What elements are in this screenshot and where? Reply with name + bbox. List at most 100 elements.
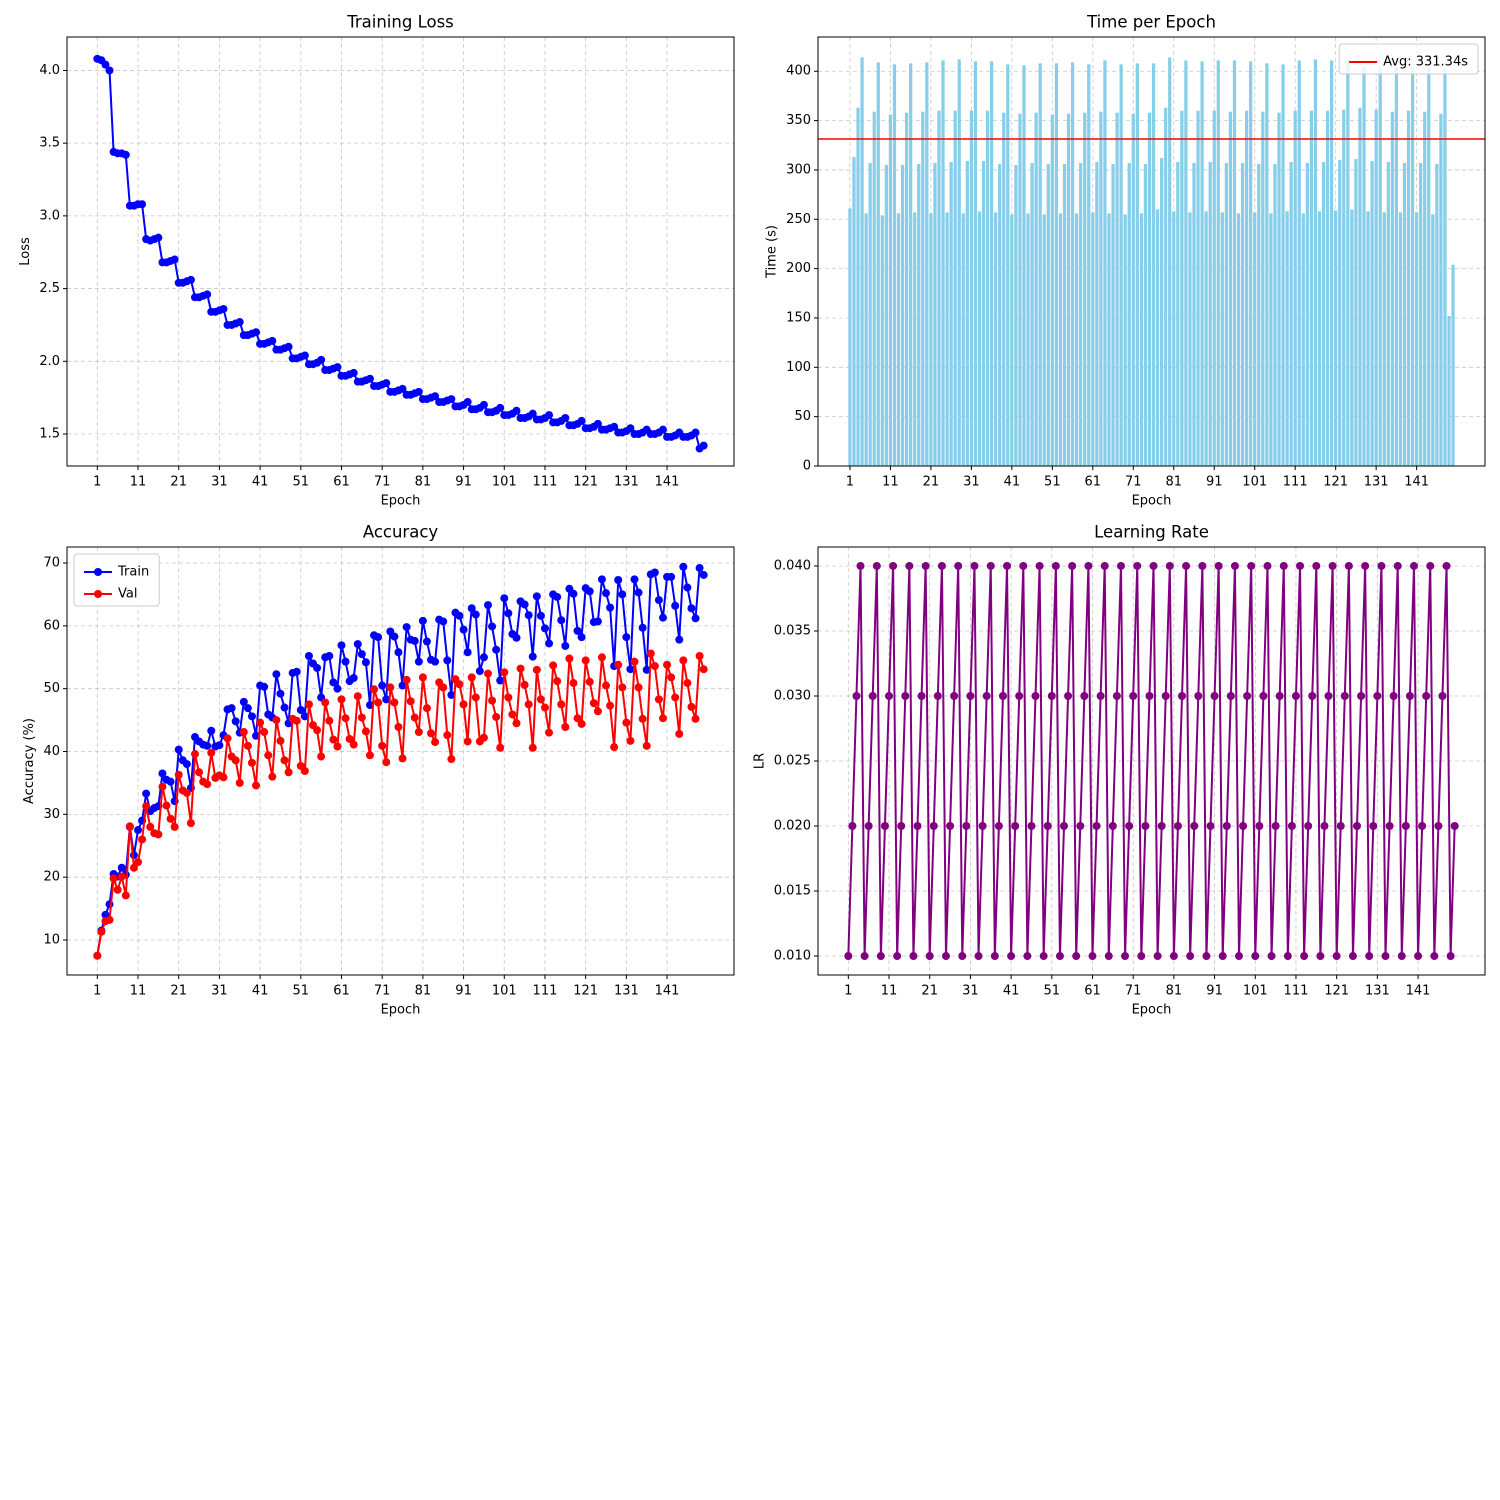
x-tick-label: 121 (573, 984, 598, 999)
bar (1334, 210, 1338, 466)
bar (1354, 159, 1358, 466)
marker (638, 714, 647, 723)
marker (1011, 822, 1020, 831)
marker (889, 561, 898, 570)
bar (961, 213, 965, 466)
bar (1026, 213, 1030, 466)
marker (520, 680, 529, 689)
legend-label: Train (117, 565, 149, 580)
y-tick-label: 0.010 (774, 949, 811, 964)
marker (463, 737, 472, 746)
bar (1107, 213, 1111, 466)
marker (569, 589, 578, 598)
marker (1230, 561, 1239, 570)
bar (1285, 211, 1289, 466)
bar (1046, 164, 1050, 466)
marker (1116, 561, 1125, 570)
marker (455, 611, 464, 620)
marker (1332, 952, 1341, 961)
marker (618, 590, 627, 599)
marker (524, 700, 533, 709)
y-tick-label: 250 (786, 212, 811, 227)
bar (1087, 64, 1091, 466)
marker (447, 395, 456, 404)
marker (390, 632, 399, 641)
marker (1263, 561, 1272, 570)
marker (986, 561, 995, 570)
marker (235, 778, 244, 787)
marker (166, 777, 175, 786)
marker (195, 768, 204, 777)
bar (1301, 213, 1305, 466)
bar (1111, 164, 1115, 466)
marker (357, 650, 366, 659)
bar (1204, 211, 1208, 466)
y-axis-label: LR (752, 753, 767, 769)
bar (1208, 162, 1212, 467)
marker (905, 561, 914, 570)
bar (1176, 162, 1180, 467)
bar (1402, 163, 1407, 467)
bar (1232, 60, 1237, 467)
marker (300, 351, 309, 360)
y-tick-label: 60 (43, 618, 60, 633)
bar (1168, 57, 1172, 467)
bar (1091, 212, 1095, 466)
marker (610, 422, 619, 431)
marker (545, 728, 554, 737)
marker (1141, 822, 1150, 831)
marker (1031, 691, 1040, 700)
x-tick-label: 131 (1364, 475, 1389, 490)
marker (1279, 561, 1288, 570)
marker (427, 729, 436, 738)
marker (893, 952, 902, 961)
marker (695, 652, 704, 661)
x-tick-label: 101 (492, 984, 517, 999)
bar (1435, 164, 1439, 466)
marker (1015, 691, 1024, 700)
bar (1192, 163, 1196, 467)
bar (900, 164, 905, 466)
marker (496, 403, 505, 412)
legend-box (73, 553, 160, 607)
marker (402, 623, 411, 632)
marker (190, 750, 199, 759)
marker (683, 583, 692, 592)
marker (496, 743, 505, 752)
marker (618, 683, 627, 692)
x-tick-label: 81 (415, 475, 432, 490)
bar (1374, 109, 1378, 466)
y-tick-label: 0.035 (774, 623, 811, 638)
marker (650, 568, 659, 577)
marker (901, 691, 910, 700)
marker (614, 660, 623, 669)
marker (276, 736, 285, 745)
x-tick-label: 121 (1324, 984, 1349, 999)
marker (382, 379, 391, 388)
bar (994, 212, 998, 466)
bar (981, 161, 986, 466)
marker (561, 641, 570, 650)
marker (1153, 952, 1162, 961)
bar (1281, 64, 1285, 466)
marker (553, 592, 562, 601)
marker (597, 653, 606, 662)
marker (154, 830, 163, 839)
x-tick-label: 51 (1044, 984, 1061, 999)
marker (512, 719, 521, 728)
bar (1095, 162, 1099, 467)
x-tick-label: 1 (846, 475, 854, 490)
bar (1083, 112, 1087, 466)
marker (1190, 822, 1199, 831)
y-tick-label: 2.0 (39, 354, 60, 369)
marker (117, 863, 126, 872)
marker (439, 617, 448, 626)
marker (1271, 822, 1280, 831)
x-tick-label: 121 (573, 475, 598, 490)
y-tick-label: 4.0 (39, 63, 60, 78)
marker (929, 822, 938, 831)
marker (1450, 822, 1459, 831)
bar (1172, 211, 1176, 466)
marker (260, 728, 269, 737)
